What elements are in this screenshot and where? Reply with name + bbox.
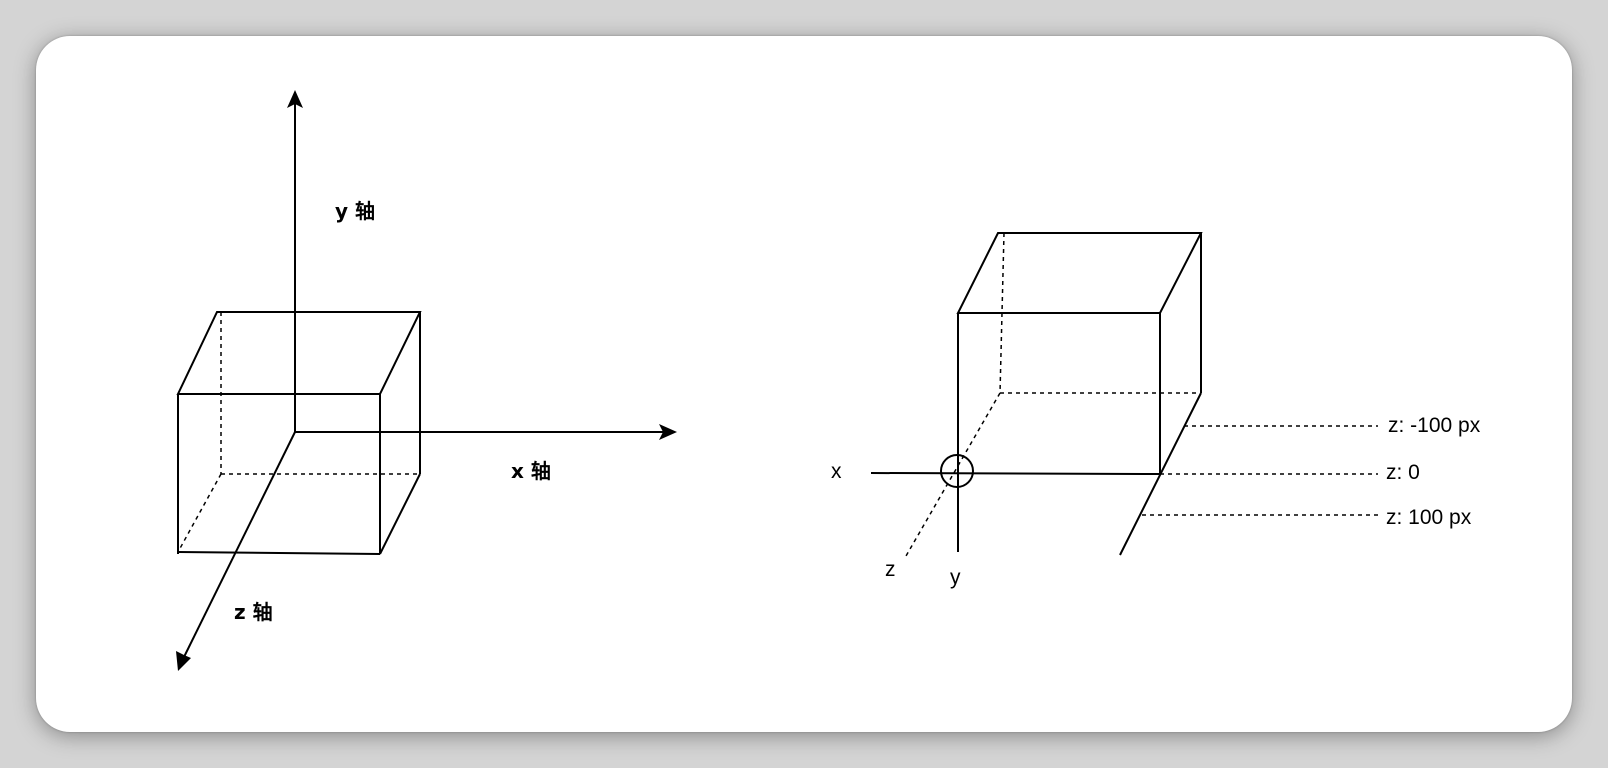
right-cube-visible-edges [956, 232, 1203, 556]
right-x-label: x [831, 460, 842, 483]
z-level-leaders [1142, 425, 1378, 516]
right-z-label: z [885, 558, 896, 581]
z-axis-label: z 轴 [234, 600, 273, 624]
right-diagram: x z y z: -100 px z: 0 z: 100 px [831, 232, 1481, 589]
x-axis-arrowhead [659, 424, 677, 440]
right-cube-hidden-edges [905, 232, 1201, 557]
z-level-label: z: 0 [1386, 461, 1420, 484]
z-axis-line [183, 431, 296, 658]
right-cube-top-face [956, 232, 1203, 314]
left-axes [176, 90, 677, 671]
left-cube-hidden-depth-edge [177, 473, 222, 553]
z-level-label: z: -100 px [1388, 414, 1481, 437]
right-x-axis-line [870, 472, 1161, 475]
z-axis-arrowhead [176, 651, 191, 671]
right-y-label: y [950, 566, 961, 589]
right-cube-hidden-depth-edge [905, 392, 1001, 557]
left-cube-visible-edges [176, 311, 422, 555]
left-diagram: y 轴 x 轴 z 轴 [176, 90, 677, 671]
left-cube-top-face [176, 311, 422, 395]
diagram-card [36, 36, 1572, 732]
y-axis-label: y 轴 [335, 199, 375, 223]
z-level-label: z: 100 px [1386, 506, 1472, 529]
left-cube-bottom-right-edge [379, 473, 421, 555]
left-cube-front-bottom-edge [177, 551, 381, 555]
origin-marker [940, 454, 974, 488]
y-axis-arrowhead [287, 90, 303, 108]
x-axis-label: x 轴 [511, 459, 551, 483]
